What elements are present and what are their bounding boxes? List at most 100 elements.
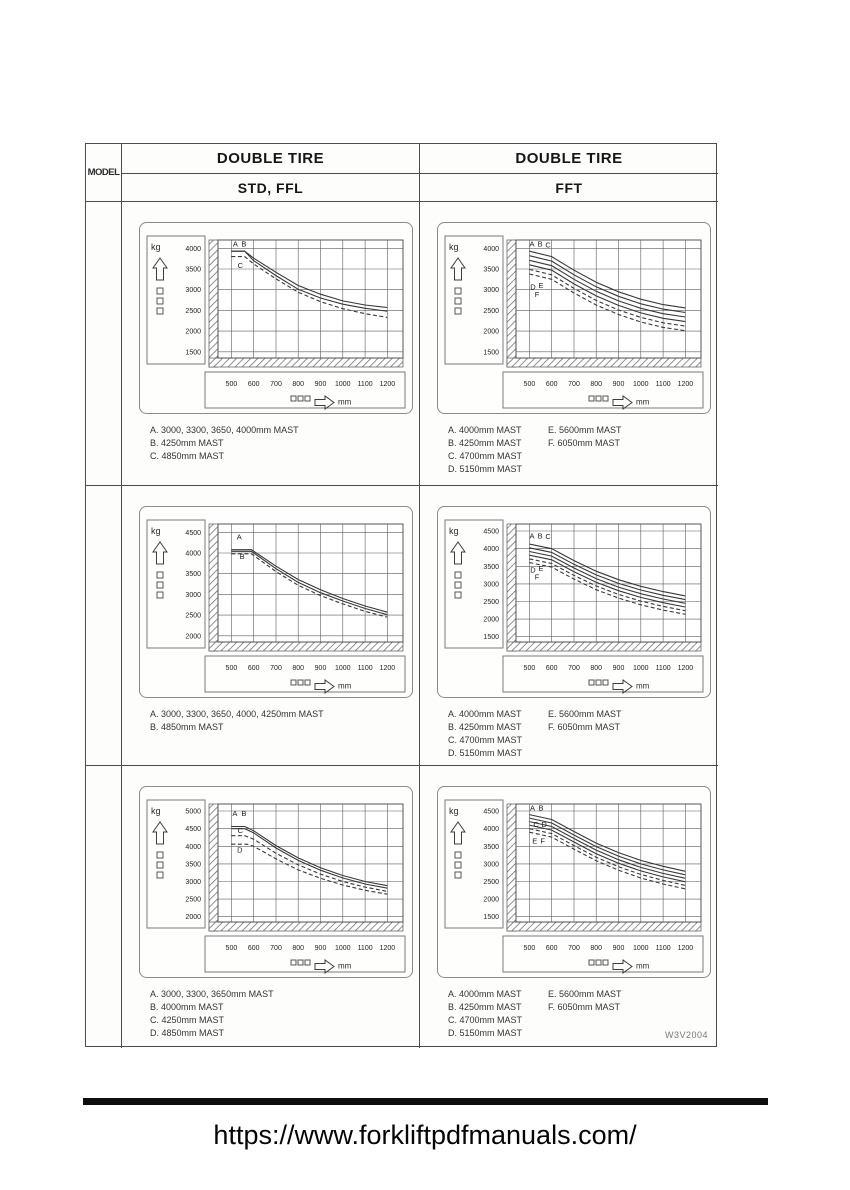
- y-tick-label: 3000: [483, 861, 499, 868]
- x-tick-label: 1100: [656, 381, 671, 388]
- curve-letter-label: A: [233, 240, 238, 249]
- capacity-curve: [529, 831, 686, 890]
- x-tick-label: 700: [568, 381, 580, 388]
- capacity-curve: [529, 817, 686, 876]
- mast-legend-item: A. 4000mm MAST: [448, 425, 522, 435]
- capacity-curve: [529, 550, 686, 604]
- curve-letter-label: B: [240, 552, 245, 561]
- y-tick-label: 3500: [185, 267, 201, 274]
- mast-legend: A. 3000, 3300, 3650mm MAST B. 4000mm MAST…: [150, 988, 274, 1040]
- capacity-chart-svg: kg 5000 4500 4000 3500 3000 2500 2000 A BC D 500 600…: [139, 786, 413, 978]
- x-tick-label: 800: [590, 665, 602, 672]
- x-tick-label: 900: [315, 945, 327, 952]
- curve-letter-label: C: [545, 532, 551, 541]
- x-tick-label: 1000: [633, 665, 649, 672]
- capacity-curve: [529, 814, 686, 872]
- capacity-chart-svg: kg 4500 4000 3500 3000 2500 2000 A B 500 600 700 800…: [139, 506, 413, 698]
- curve-letter-label: C: [238, 261, 244, 270]
- curve-letter-label: A: [530, 803, 535, 812]
- y-tick-label: 2000: [185, 914, 201, 921]
- mast-legend: A. 4000mm MAST B. 4250mm MAST C. 4700mm MA…: [448, 424, 622, 476]
- capacity-curve: [529, 273, 686, 332]
- right-arrow-icon: [314, 959, 335, 974]
- capacity-curve: [231, 250, 388, 312]
- x-tick-label: 500: [226, 665, 238, 672]
- y-tick-label: 4500: [483, 529, 499, 536]
- x-tick-label: 700: [270, 945, 282, 952]
- right-arrow-icon: [314, 679, 335, 694]
- x-tick-label: 800: [292, 381, 304, 388]
- y-unit-label: kg: [449, 526, 459, 536]
- y-tick-label: 4000: [483, 826, 499, 833]
- y-unit-label: kg: [151, 242, 161, 252]
- curve-letter-label: F: [535, 290, 540, 299]
- x-tick-label: 600: [248, 945, 260, 952]
- y-tick-label: 4000: [185, 844, 201, 851]
- header-std-ffl: STD, FFL: [122, 174, 420, 202]
- curve-letter-label: A: [529, 531, 534, 540]
- curve-letter-label: B: [241, 240, 246, 249]
- curve-letter-label: C: [533, 820, 539, 829]
- mast-legend-item: D. 5150mm MAST: [448, 464, 523, 474]
- y-tick-label: 2000: [483, 897, 499, 904]
- y-unit-label: kg: [151, 526, 161, 536]
- y-tick-label: 2500: [185, 613, 201, 620]
- capacity-curve: [529, 259, 686, 318]
- header-fft: FFT: [420, 174, 718, 202]
- mast-legend-item: C. 4250mm MAST: [150, 1015, 225, 1025]
- up-arrow-icon: [152, 257, 168, 281]
- right-arrow-icon: [612, 395, 633, 410]
- x-tick-label: 900: [613, 945, 625, 952]
- x-tick-label: 1100: [358, 945, 373, 952]
- x-tick-label: 500: [226, 945, 238, 952]
- x-unit-label: mm: [636, 398, 650, 407]
- mast-legend-item: A. 3000, 3300, 3650, 4000, 4250mm MAST: [150, 709, 324, 719]
- up-arrow-icon: [450, 541, 466, 565]
- y-tick-label: 3000: [185, 592, 201, 599]
- capacity-chart-svg: kg 4000 3500 3000 2500 2000 1500 A B C D EF 500 600 70…: [437, 222, 711, 414]
- right-arrow-icon: [612, 679, 633, 694]
- curve-letter-label: D: [237, 846, 243, 855]
- mast-legend-item: A. 4000mm MAST: [448, 989, 522, 999]
- model-header-cell: MODEL: [86, 144, 122, 202]
- x-tick-label: 1100: [656, 665, 671, 672]
- capacity-curve: [529, 547, 686, 601]
- curve-letter-label: A: [237, 532, 242, 541]
- curve-letter-label: E: [538, 281, 543, 290]
- capacity-curve: [529, 543, 686, 597]
- x-tick-label: 700: [270, 381, 282, 388]
- x-tick-label: 1200: [380, 945, 396, 952]
- y-tick-label: 5000: [185, 809, 201, 816]
- mast-legend: A. 4000mm MAST B. 4250mm MAST C. 4700mm MA…: [448, 988, 622, 1040]
- x-tick-label: 500: [524, 381, 536, 388]
- y-tick-label: 1500: [483, 914, 499, 921]
- y-tick-label: 2000: [185, 329, 201, 336]
- header-label: FFT: [555, 179, 583, 196]
- mast-legend-item: D. 5150mm MAST: [448, 748, 523, 758]
- footer-divider-bar: [83, 1098, 768, 1105]
- x-tick-label: 1000: [335, 381, 351, 388]
- y-tick-label: 3000: [185, 287, 201, 294]
- capacity-chart-row2-fft: kg 4500 4000 3500 3000 2500 2000 1500 A B C D E F 500 6…: [437, 506, 711, 698]
- x-tick-label: 900: [613, 665, 625, 672]
- capacity-curve: [529, 558, 686, 612]
- y-tick-label: 2500: [483, 879, 499, 886]
- x-unit-label: mm: [636, 962, 650, 971]
- capacity-curve: [529, 554, 686, 608]
- up-arrow-icon: [450, 821, 466, 845]
- x-tick-label: 800: [590, 381, 602, 388]
- header-double-tire-right: DOUBLE TIRE: [420, 144, 718, 174]
- capacity-curve: [231, 843, 388, 895]
- mast-legend-item: B. 4000mm MAST: [150, 1002, 224, 1012]
- curve-letter-label: C: [238, 826, 244, 835]
- capacity-chart-row2-std: kg 4500 4000 3500 3000 2500 2000 A B 500 600 700 800…: [139, 506, 413, 698]
- y-unit-label: kg: [449, 242, 459, 252]
- y-tick-label: 3000: [483, 581, 499, 588]
- curve-letter-label: D: [530, 283, 536, 292]
- capacity-chart-svg: kg 4000 3500 3000 2500 2000 1500 A B C 500 600 700 80…: [139, 222, 413, 414]
- y-tick-label: 3000: [483, 287, 499, 294]
- curve-letter-label: D: [541, 820, 547, 829]
- x-tick-label: 900: [315, 381, 327, 388]
- mast-legend-item: D. 4850mm MAST: [150, 1028, 225, 1038]
